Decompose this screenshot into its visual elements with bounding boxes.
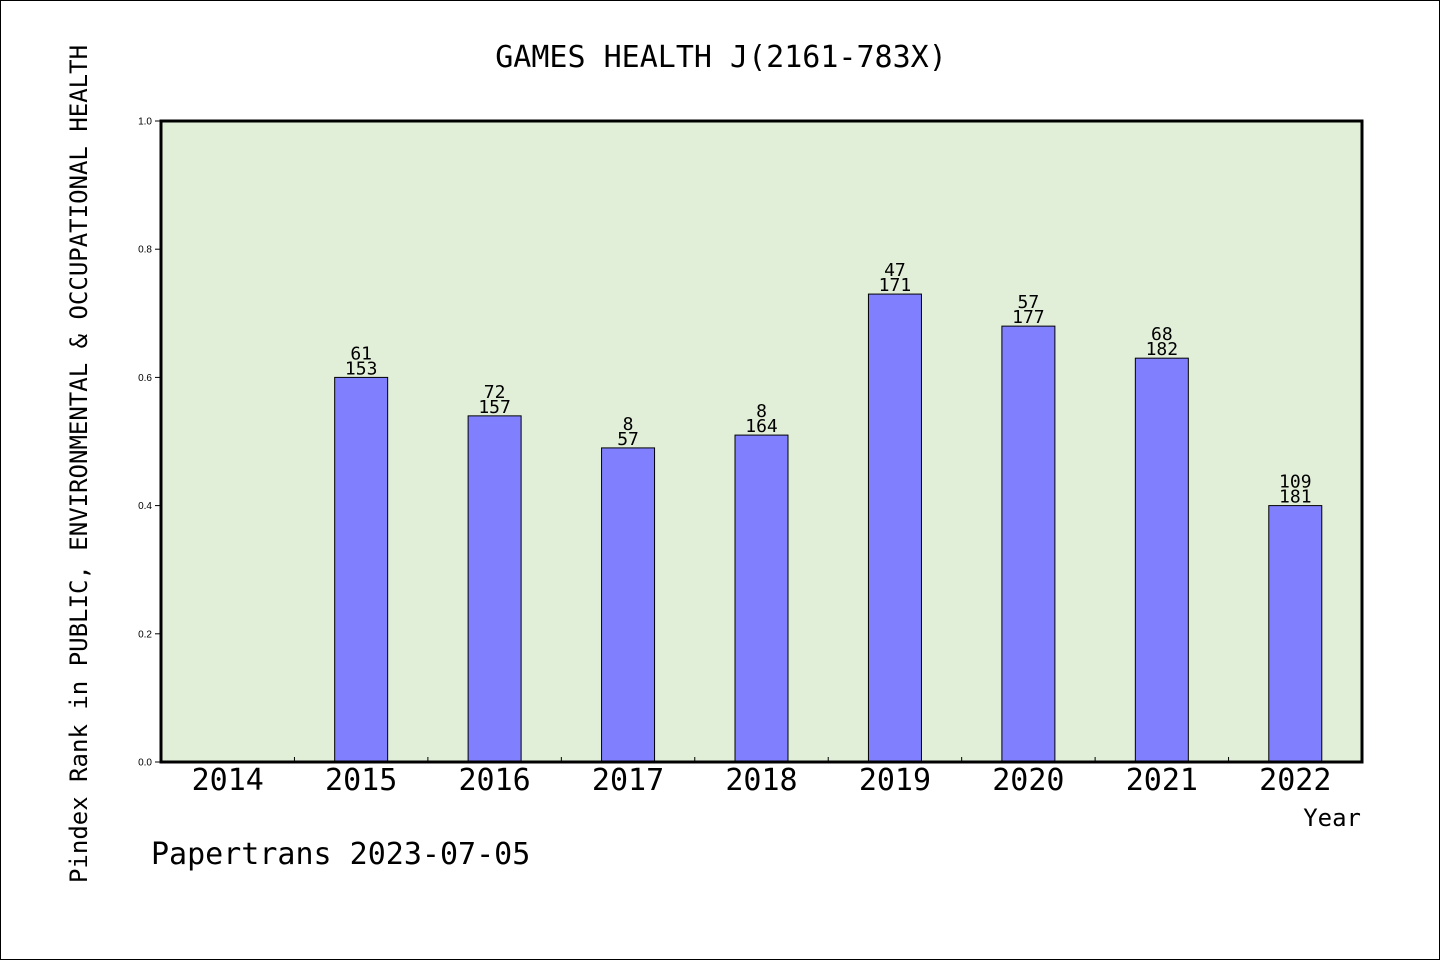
bars [334,293,1323,763]
bar-rank-label: 8 [756,401,767,422]
bar-total-label: 182 [1146,339,1179,360]
x-tick-label: 2017 [592,763,664,798]
bar-total-label: 153 [345,358,378,379]
bar-rank-label: 47 [884,260,906,281]
bar-rank-label: 8 [623,414,634,435]
bar-2017 [601,447,656,763]
y-tick-label: 0.0 [138,758,152,769]
bar-2022 [1268,505,1323,763]
x-axis: 2014 2015 2016 2017 2018 2019 2020 2021 2022 [192,757,1331,798]
bar-2016 [467,415,522,763]
y-tick-label: 0.8 [138,245,152,256]
footer-credit: Papertrans 2023-07-05 [151,837,530,872]
y-axis-label: Pindex Rank in PUBLIC, ENVIRONMENTAL & O… [65,45,93,883]
bar-rank-label: 109 [1279,472,1312,493]
bar-2020 [1001,325,1056,763]
y-tick-label: 0.4 [138,501,152,512]
bar-rank-label: 72 [484,382,506,403]
x-tick-label: 2015 [325,763,397,798]
bar-2018 [734,434,789,763]
x-tick-label: 2014 [192,763,264,798]
y-tick-label: 0.6 [138,373,152,384]
bar-2019 [867,293,922,763]
bar-2015 [334,376,389,763]
bar-rank-label: 57 [1018,292,1040,313]
x-tick-label: 2016 [458,763,530,798]
x-tick-label: 2019 [859,763,931,798]
x-tick-label: 2022 [1259,763,1331,798]
bar-rank-label: 61 [350,343,372,364]
x-tick-label: 2018 [725,763,797,798]
y-axis: 0.0 0.2 0.4 0.6 0.8 1.0 [138,117,161,769]
bar-total-label: 181 [1279,487,1312,508]
bar-2021 [1134,357,1189,763]
bar-total-label: 177 [1012,307,1045,328]
x-tick-label: 2020 [992,763,1064,798]
x-tick-label: 2021 [1126,763,1198,798]
bar-total-label: 171 [879,275,912,296]
bar-rank-label: 68 [1151,324,1173,345]
bar-total-label: 57 [617,429,639,450]
plot-border [159,119,1364,764]
chart-title: GAMES HEALTH J(2161-783X) [495,40,947,75]
bar-total-label: 157 [478,397,511,418]
x-axis-label: Year [1303,804,1361,832]
bar-total-label: 164 [745,416,778,437]
y-tick-label: 0.2 [138,629,152,640]
y-tick-label: 1.0 [138,117,152,128]
